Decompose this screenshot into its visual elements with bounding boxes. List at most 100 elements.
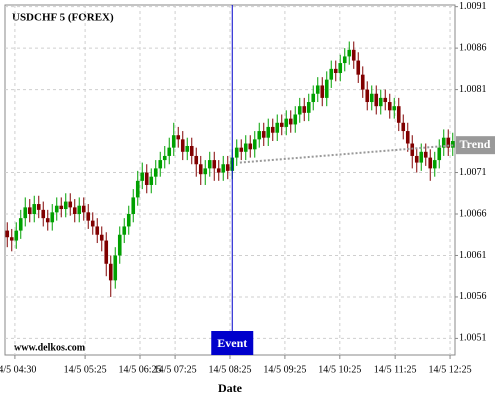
candle-body [135, 180, 140, 198]
candle-body [225, 164, 230, 171]
chart-title: USDCHF 5 (FOREX) [12, 12, 114, 24]
candle-body [306, 102, 311, 113]
x-axis-label: Date [218, 381, 243, 395]
candle-body [252, 139, 257, 150]
candle-body [266, 126, 271, 138]
candle-body [387, 102, 392, 111]
candle-body [405, 131, 410, 144]
candle-body [5, 230, 10, 238]
candle-body [347, 49, 352, 57]
candle-body [167, 147, 172, 156]
candle-body [356, 60, 361, 75]
candle-body [203, 168, 208, 175]
candle-body [153, 168, 158, 177]
candle-body [45, 218, 50, 223]
candle-body [446, 137, 451, 148]
x-tick-label: 14/5 10:25 [318, 364, 361, 375]
candle-body [419, 151, 424, 163]
candle-body [95, 226, 100, 235]
candle-body [180, 139, 185, 152]
candle-body [261, 131, 266, 138]
candle-body [131, 197, 136, 215]
candle-body [158, 160, 163, 169]
y-tick-label: 1.0091 [459, 1, 487, 12]
candle-body [320, 85, 325, 98]
y-tick-label: 1.0066 [459, 208, 487, 219]
candle-body [185, 145, 190, 152]
x-tick-label: 14/5 08:25 [208, 364, 251, 375]
candle-body [302, 106, 307, 113]
candle-body [32, 204, 37, 215]
x-tick-label: 14/5 11:25 [374, 364, 417, 375]
candle-body [378, 97, 383, 107]
candle-body [423, 151, 428, 158]
candle-body [221, 164, 226, 173]
candle-body [396, 106, 401, 123]
candle-body [41, 209, 46, 219]
y-tick-label: 1.0081 [459, 84, 487, 95]
candle-body [36, 204, 41, 210]
candle-body [342, 56, 347, 64]
candle-body [198, 164, 203, 175]
candle-body [234, 147, 239, 158]
candle-body [59, 205, 64, 210]
candle-body [437, 147, 442, 161]
candle-body [360, 74, 365, 90]
candle-body [171, 135, 176, 148]
candle-body [329, 68, 334, 80]
x-tick-label: 14/5 07:25 [154, 364, 197, 375]
candle-body [72, 207, 77, 215]
y-tick-label: 1.0061 [459, 250, 487, 261]
candle-body [311, 93, 316, 103]
candle-body [144, 172, 149, 185]
x-tick-label: 14/5 06:25 [118, 364, 161, 375]
candle-body [432, 160, 437, 169]
event-label: Event [217, 336, 247, 350]
candle-body [401, 122, 406, 132]
candle-body [374, 93, 379, 107]
candle-body [113, 255, 118, 281]
candle-body [383, 97, 388, 103]
candle-body [86, 212, 91, 221]
candle-body [27, 207, 32, 215]
candle-body [122, 226, 127, 235]
candle-body [63, 201, 68, 210]
candle-body [428, 157, 433, 169]
candle-body [176, 135, 181, 140]
candle-body [369, 93, 374, 103]
candle-body [288, 118, 293, 125]
candle-body [68, 201, 73, 208]
x-tick-label: 14/5 12:25 [429, 364, 472, 375]
candle-body [351, 49, 356, 61]
candle-body [77, 205, 82, 215]
candle-body [333, 68, 338, 74]
candle-body [284, 118, 289, 127]
candle-body [149, 176, 154, 185]
candle-body [275, 122, 280, 133]
y-tick-label: 1.0086 [459, 42, 487, 53]
candle-body [297, 106, 302, 115]
candle-body [207, 160, 212, 169]
candle-body [338, 63, 343, 74]
candle-body [414, 155, 419, 163]
candle-body [9, 237, 14, 241]
candle-body [270, 126, 275, 133]
candle-body [117, 234, 122, 256]
candle-body [257, 131, 262, 140]
y-tick-label: 1.0051 [459, 333, 487, 344]
candle-body [315, 85, 320, 94]
candle-body [293, 114, 298, 125]
candle-body [279, 122, 284, 127]
candle-body [162, 155, 167, 161]
candle-body [104, 240, 109, 264]
candle-body [243, 143, 248, 152]
candle-body [212, 160, 217, 169]
candle-body [99, 234, 104, 241]
watermark: www.delkos.com [14, 342, 86, 353]
candle-body [18, 218, 23, 231]
candle-body [216, 168, 221, 173]
candle-body [14, 230, 19, 241]
candle-body [90, 220, 95, 227]
